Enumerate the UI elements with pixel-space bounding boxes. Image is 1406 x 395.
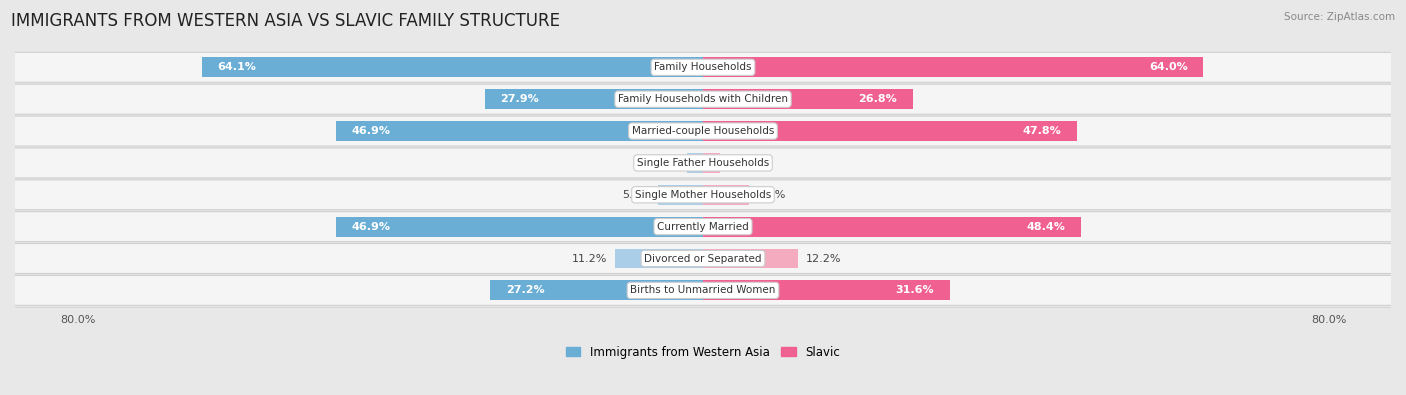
Text: Divorced or Separated: Divorced or Separated	[644, 254, 762, 263]
Bar	[202, 57, 703, 77]
Text: Married-couple Households: Married-couple Households	[631, 126, 775, 136]
Bar	[703, 248, 799, 268]
Text: Births to Unmarried Women: Births to Unmarried Women	[630, 285, 776, 295]
Bar	[491, 280, 703, 300]
Bar	[703, 57, 1204, 77]
Text: Source: ZipAtlas.com: Source: ZipAtlas.com	[1284, 12, 1395, 22]
Bar	[686, 153, 703, 173]
Bar	[703, 217, 1081, 237]
Text: 48.4%: 48.4%	[1026, 222, 1066, 231]
Bar	[658, 185, 703, 205]
FancyBboxPatch shape	[3, 148, 1403, 178]
Bar	[703, 153, 720, 173]
Text: 47.8%: 47.8%	[1022, 126, 1062, 136]
FancyBboxPatch shape	[3, 180, 1403, 210]
Text: Single Father Households: Single Father Households	[637, 158, 769, 168]
FancyBboxPatch shape	[3, 84, 1403, 114]
Text: 46.9%: 46.9%	[352, 222, 391, 231]
FancyBboxPatch shape	[3, 52, 1403, 82]
Text: 26.8%: 26.8%	[858, 94, 897, 104]
Text: 11.2%: 11.2%	[572, 254, 607, 263]
Text: 46.9%: 46.9%	[352, 126, 391, 136]
Bar	[336, 217, 703, 237]
Text: 64.0%: 64.0%	[1149, 62, 1188, 72]
FancyBboxPatch shape	[3, 212, 1403, 242]
Text: Family Households with Children: Family Households with Children	[619, 94, 787, 104]
Text: Family Households: Family Households	[654, 62, 752, 72]
Bar	[336, 121, 703, 141]
Bar	[485, 89, 703, 109]
Text: 12.2%: 12.2%	[806, 254, 842, 263]
Text: 27.2%: 27.2%	[506, 285, 544, 295]
FancyBboxPatch shape	[3, 244, 1403, 273]
Bar	[703, 121, 1077, 141]
Bar	[703, 280, 950, 300]
FancyBboxPatch shape	[3, 116, 1403, 146]
Text: 2.2%: 2.2%	[728, 158, 756, 168]
Text: 5.7%: 5.7%	[623, 190, 651, 200]
Text: Single Mother Households: Single Mother Households	[636, 190, 770, 200]
FancyBboxPatch shape	[3, 275, 1403, 305]
Bar	[703, 89, 912, 109]
Text: 5.9%: 5.9%	[756, 190, 786, 200]
Text: IMMIGRANTS FROM WESTERN ASIA VS SLAVIC FAMILY STRUCTURE: IMMIGRANTS FROM WESTERN ASIA VS SLAVIC F…	[11, 12, 560, 30]
Text: 27.9%: 27.9%	[501, 94, 540, 104]
Text: 2.1%: 2.1%	[651, 158, 679, 168]
Legend: Immigrants from Western Asia, Slavic: Immigrants from Western Asia, Slavic	[561, 341, 845, 363]
Bar	[616, 248, 703, 268]
Text: 64.1%: 64.1%	[218, 62, 256, 72]
Text: Currently Married: Currently Married	[657, 222, 749, 231]
Bar	[703, 185, 749, 205]
Text: 31.6%: 31.6%	[896, 285, 935, 295]
